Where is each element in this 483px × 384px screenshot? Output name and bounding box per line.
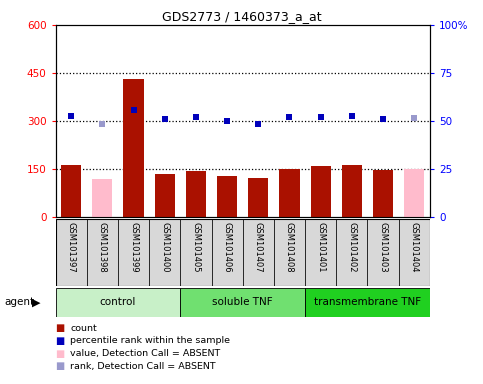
Bar [186, 171, 206, 217]
Text: GSM101408: GSM101408 [285, 222, 294, 273]
Bar [61, 165, 81, 217]
Bar [248, 178, 269, 217]
Bar [149, 219, 180, 286]
Text: GSM101399: GSM101399 [129, 222, 138, 273]
Bar [305, 288, 430, 317]
Bar [56, 219, 87, 286]
Bar [217, 176, 237, 217]
Bar [87, 219, 118, 286]
Text: GSM101403: GSM101403 [379, 222, 387, 273]
Text: rank, Detection Call = ABSENT: rank, Detection Call = ABSENT [70, 362, 216, 371]
Bar [92, 179, 113, 217]
Bar [373, 170, 393, 217]
Bar [56, 288, 180, 317]
Text: GSM101404: GSM101404 [410, 222, 419, 273]
Text: value, Detection Call = ABSENT: value, Detection Call = ABSENT [70, 349, 220, 358]
Bar [342, 165, 362, 217]
Text: ■: ■ [56, 323, 65, 333]
Text: GSM101401: GSM101401 [316, 222, 325, 273]
Bar [398, 219, 430, 286]
Text: percentile rank within the sample: percentile rank within the sample [70, 336, 230, 346]
Text: GSM101405: GSM101405 [191, 222, 200, 273]
Text: GSM101400: GSM101400 [160, 222, 169, 273]
Text: GSM101397: GSM101397 [67, 222, 76, 273]
Bar [212, 219, 242, 286]
Text: GSM101406: GSM101406 [223, 222, 232, 273]
Bar [336, 219, 368, 286]
Text: transmembrane TNF: transmembrane TNF [314, 297, 421, 308]
Text: ■: ■ [56, 361, 65, 371]
Bar [180, 288, 305, 317]
Bar [123, 79, 143, 217]
Text: ▶: ▶ [32, 297, 41, 307]
Text: agent: agent [5, 297, 35, 307]
Text: GDS2773 / 1460373_a_at: GDS2773 / 1460373_a_at [162, 10, 321, 23]
Bar [368, 219, 398, 286]
Text: control: control [100, 297, 136, 308]
Bar [404, 169, 425, 217]
Bar [242, 219, 274, 286]
Bar [311, 166, 331, 217]
Text: ■: ■ [56, 336, 65, 346]
Text: soluble TNF: soluble TNF [213, 297, 273, 308]
Text: ■: ■ [56, 349, 65, 359]
Text: GSM101402: GSM101402 [347, 222, 356, 273]
Bar [279, 169, 299, 217]
Bar [305, 219, 336, 286]
Bar [180, 219, 212, 286]
Bar [118, 219, 149, 286]
Text: count: count [70, 324, 97, 333]
Bar [155, 174, 175, 217]
Bar [274, 219, 305, 286]
Text: GSM101407: GSM101407 [254, 222, 263, 273]
Text: GSM101398: GSM101398 [98, 222, 107, 273]
